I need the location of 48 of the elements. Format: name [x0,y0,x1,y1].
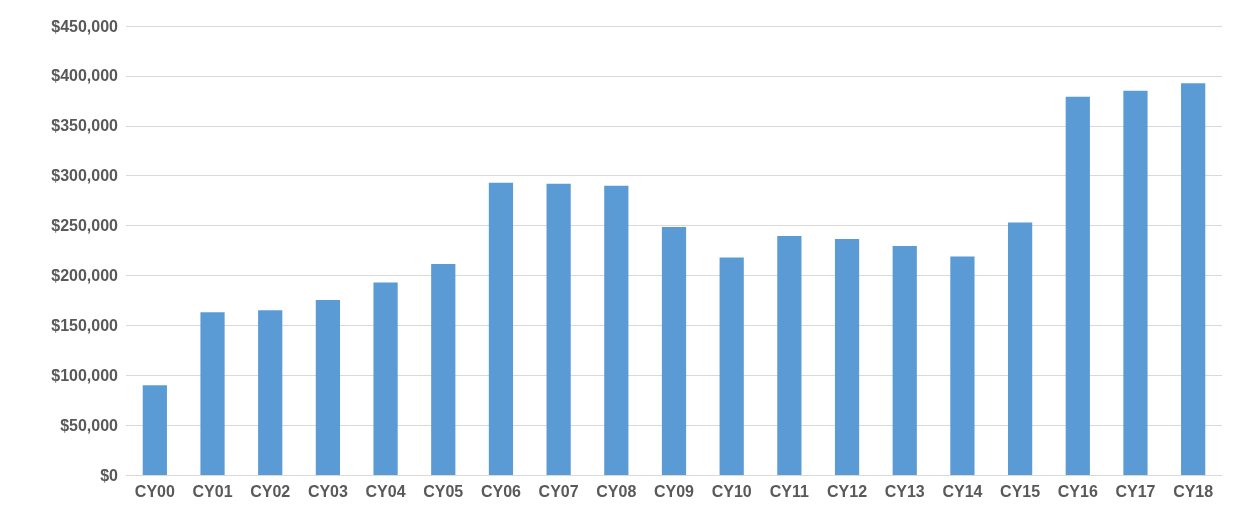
bar [373,282,398,475]
x-tick-label: CY12 [827,482,868,500]
x-tick-label: CY11 [769,482,810,500]
x-tick-label: CY03 [307,482,348,500]
bar [1123,90,1148,475]
bar [777,236,802,475]
x-tick-label: CY01 [192,482,233,500]
x-tick-label: CY05 [423,482,464,500]
x-tick-label: CY07 [538,482,579,500]
bar [142,385,167,475]
bar [719,257,744,475]
y-tick-label: $50,000 [60,416,119,434]
y-tick-label: $0 [100,466,119,484]
x-tick-label: CY18 [1173,482,1214,500]
x-tick-label: CY04 [365,482,406,500]
y-tick-label: $150,000 [51,316,119,334]
bar [661,227,687,475]
y-tick-label: $450,000 [51,17,119,35]
x-tick-label: CY02 [250,482,291,500]
y-tick-label: $200,000 [51,266,119,284]
bar [488,182,514,475]
x-tick-label: CY06 [480,482,522,500]
y-tick-label: $100,000 [51,366,119,384]
y-tick-label: $250,000 [51,217,119,235]
bar [1181,83,1206,475]
bar [258,310,283,475]
bar [892,246,917,475]
x-tick-label: CY16 [1057,482,1098,500]
x-tick-label: CY10 [711,482,752,500]
bar [315,299,341,475]
bar [950,256,975,475]
x-tick-label: CY17 [1115,482,1156,500]
bar [604,185,629,475]
x-tick-label: CY14 [942,482,983,500]
bar [546,183,571,475]
x-tick-label: CY13 [884,482,925,500]
x-tick-label: CY15 [1000,482,1041,500]
bar [431,263,456,475]
x-tick-label: CY08 [596,482,637,500]
y-tick-label: $400,000 [51,67,119,85]
x-tick-label: CY09 [653,482,695,500]
y-tick-label: $350,000 [51,117,119,135]
y-tick-label: $300,000 [51,167,119,185]
x-tick-label: CY00 [134,482,175,500]
bar [1007,222,1033,475]
bar [1065,96,1090,475]
bar [834,239,860,475]
bar [200,312,225,475]
